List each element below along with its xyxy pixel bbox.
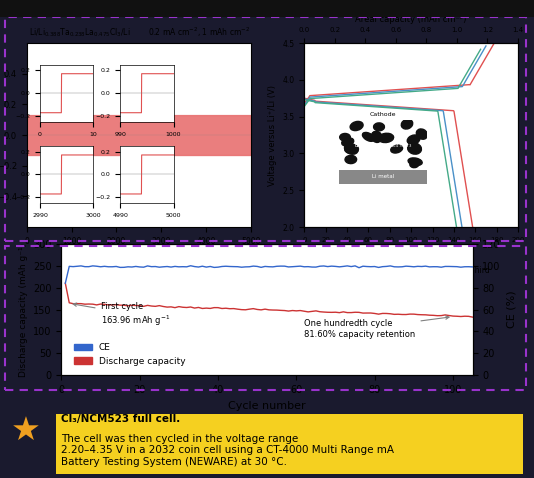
Ellipse shape xyxy=(407,143,421,154)
Y-axis label: Discharge capacity (mAh g⁻¹): Discharge capacity (mAh g⁻¹) xyxy=(19,242,28,377)
X-axis label: Capacity (mAh g⁻¹): Capacity (mAh g⁻¹) xyxy=(367,249,455,257)
X-axis label: Areal capacity (mAh cm⁻²): Areal capacity (mAh cm⁻²) xyxy=(356,15,467,24)
Ellipse shape xyxy=(417,129,428,139)
Ellipse shape xyxy=(374,123,384,131)
Legend: CE, Discharge capacity: CE, Discharge capacity xyxy=(70,340,189,369)
Ellipse shape xyxy=(401,120,413,129)
FancyBboxPatch shape xyxy=(56,413,523,474)
Legend: First, Second, Third: First, Second, Third xyxy=(329,263,493,279)
Ellipse shape xyxy=(340,133,350,141)
Ellipse shape xyxy=(372,131,382,142)
Text: First cycle
163.96 mAh g$^{-1}$: First cycle 163.96 mAh g$^{-1}$ xyxy=(73,302,170,327)
Ellipse shape xyxy=(407,135,420,144)
Ellipse shape xyxy=(345,145,358,153)
Ellipse shape xyxy=(342,138,354,146)
Text: Li metal: Li metal xyxy=(372,174,394,179)
Text: Cl₃/NCM523 full cell.: Cl₃/NCM523 full cell. xyxy=(61,414,180,424)
Y-axis label: Voltage versus Li⁺/Li (V): Voltage versus Li⁺/Li (V) xyxy=(268,85,277,185)
Ellipse shape xyxy=(408,158,422,165)
Text: One hundredth cycle
81.60% capacity retention: One hundredth cycle 81.60% capacity rete… xyxy=(304,316,449,339)
Y-axis label: CE (%): CE (%) xyxy=(506,291,516,328)
Text: The cell was then cycled in the voltage range
2.20–4.35 V in a 2032 coin cell us: The cell was then cycled in the voltage … xyxy=(61,434,395,467)
Ellipse shape xyxy=(372,131,381,139)
Text: ★: ★ xyxy=(11,415,41,448)
Ellipse shape xyxy=(391,145,403,153)
FancyBboxPatch shape xyxy=(339,170,427,184)
Text: 0.2 mA cm$^{-2}$, 1 mAh cm$^{-2}$: 0.2 mA cm$^{-2}$, 1 mAh cm$^{-2}$ xyxy=(148,26,250,39)
Text: Li$_{0.388}$Ta$_{0.238}$La$_{0.475}$Cl$_3$: Li$_{0.388}$Ta$_{0.238}$La$_{0.475}$Cl$_… xyxy=(354,141,412,150)
Ellipse shape xyxy=(410,161,419,168)
Text: Cathode: Cathode xyxy=(370,112,396,117)
X-axis label: Time (h): Time (h) xyxy=(119,251,159,261)
Ellipse shape xyxy=(363,132,374,141)
Ellipse shape xyxy=(344,143,358,154)
Ellipse shape xyxy=(345,155,357,163)
X-axis label: Cycle number: Cycle number xyxy=(228,401,306,411)
Ellipse shape xyxy=(350,121,363,130)
Ellipse shape xyxy=(379,133,394,142)
Text: Li/Li$_{0.388}$Ta$_{0.238}$La$_{0.475}$Cl$_3$/Li: Li/Li$_{0.388}$Ta$_{0.238}$La$_{0.475}$C… xyxy=(29,27,130,39)
